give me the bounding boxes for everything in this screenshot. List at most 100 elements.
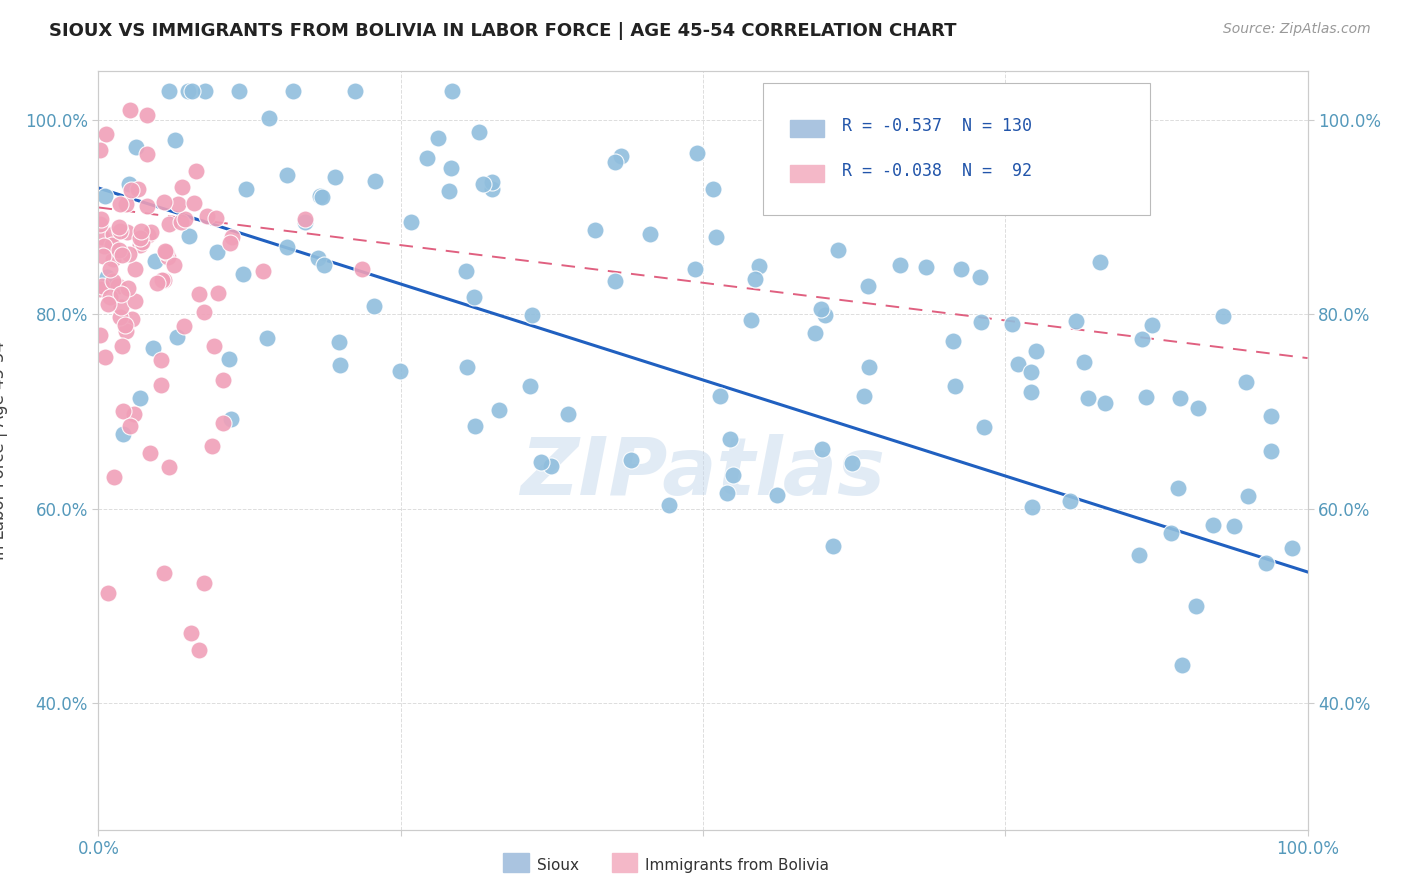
Point xyxy=(481,182,503,196)
Text: SIOUX VS IMMIGRANTS FROM BOLIVIA IN LABOR FORCE | AGE 45-54 CORRELATION CHART: SIOUX VS IMMIGRANTS FROM BOLIVIA IN LABO… xyxy=(49,22,956,40)
Point xyxy=(112,426,135,441)
Point xyxy=(814,308,837,322)
Point xyxy=(111,339,134,353)
Point xyxy=(120,418,142,433)
Point xyxy=(973,419,995,434)
Point xyxy=(401,214,423,228)
Point xyxy=(856,279,879,293)
Point xyxy=(173,319,195,334)
Point xyxy=(89,327,111,342)
Point xyxy=(205,211,228,225)
Point xyxy=(152,273,174,287)
Point xyxy=(583,223,606,237)
Point xyxy=(463,290,485,304)
Point xyxy=(98,262,121,277)
Point xyxy=(329,358,352,372)
Point xyxy=(97,297,120,311)
Point xyxy=(155,244,177,259)
Point xyxy=(101,274,124,288)
Point xyxy=(221,230,243,244)
Point xyxy=(276,240,298,254)
Point xyxy=(128,238,150,252)
Point xyxy=(283,84,305,98)
Point xyxy=(195,209,218,223)
Point xyxy=(177,228,200,243)
Point xyxy=(1254,557,1277,571)
Point xyxy=(136,227,159,242)
Point xyxy=(1187,401,1209,415)
Point xyxy=(110,287,132,301)
Point xyxy=(94,188,117,202)
Point xyxy=(1237,489,1260,503)
Point xyxy=(103,470,125,484)
Point xyxy=(110,300,132,314)
Point xyxy=(969,315,991,329)
Text: R = -0.537  N = 130: R = -0.537 N = 130 xyxy=(842,117,1032,135)
FancyBboxPatch shape xyxy=(790,120,824,136)
Point xyxy=(307,251,329,265)
Point xyxy=(481,175,503,189)
Point xyxy=(107,243,129,257)
Point xyxy=(110,224,132,238)
Point xyxy=(1059,493,1081,508)
Point xyxy=(212,416,235,430)
Point xyxy=(704,229,727,244)
Point xyxy=(172,180,194,194)
Point xyxy=(124,294,146,309)
Point xyxy=(194,84,217,98)
Point xyxy=(101,238,124,252)
Point xyxy=(1090,255,1112,269)
Point xyxy=(257,112,280,126)
Point xyxy=(114,318,136,333)
FancyBboxPatch shape xyxy=(763,83,1150,216)
Point xyxy=(131,235,153,249)
Point xyxy=(193,304,215,318)
FancyBboxPatch shape xyxy=(790,165,824,182)
Point xyxy=(120,183,142,197)
Point xyxy=(110,248,132,262)
Point xyxy=(149,377,172,392)
Point xyxy=(811,442,834,456)
Point xyxy=(118,103,141,118)
Point xyxy=(1036,112,1059,127)
Point xyxy=(135,199,157,213)
Point xyxy=(311,190,333,204)
Point xyxy=(256,331,278,345)
Point xyxy=(437,184,460,198)
Point xyxy=(721,468,744,483)
Point xyxy=(174,212,197,227)
Point xyxy=(364,174,387,188)
Point xyxy=(221,412,243,426)
Point xyxy=(309,189,332,203)
Point xyxy=(658,498,681,512)
Point xyxy=(488,403,510,417)
Point xyxy=(117,281,139,295)
Point xyxy=(1160,525,1182,540)
Point xyxy=(827,243,849,257)
Point xyxy=(115,225,138,239)
Point xyxy=(1171,658,1194,673)
Point xyxy=(1202,518,1225,533)
Point xyxy=(1063,103,1085,117)
Point xyxy=(122,407,145,421)
Point xyxy=(153,194,176,209)
Point xyxy=(115,324,138,338)
Point xyxy=(124,261,146,276)
Point xyxy=(94,351,117,365)
Point xyxy=(853,389,876,403)
Point xyxy=(149,353,172,368)
Point xyxy=(603,155,626,169)
Point xyxy=(889,258,911,272)
Y-axis label: In Labor Force | Age 45-54: In Labor Force | Age 45-54 xyxy=(0,341,8,560)
Point xyxy=(167,196,190,211)
Point xyxy=(276,169,298,183)
Point xyxy=(464,419,486,434)
Point xyxy=(1021,500,1043,514)
Point xyxy=(187,286,209,301)
Point xyxy=(98,290,121,304)
Point xyxy=(177,84,200,98)
Point xyxy=(89,217,111,231)
Point xyxy=(744,272,766,286)
Point xyxy=(456,359,478,374)
Point xyxy=(211,373,233,387)
